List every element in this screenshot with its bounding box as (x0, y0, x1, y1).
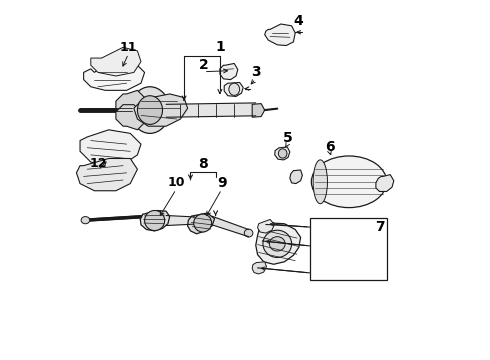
Ellipse shape (278, 149, 287, 158)
Text: 5: 5 (282, 131, 292, 145)
Polygon shape (134, 94, 188, 126)
Polygon shape (140, 211, 170, 231)
Text: 1: 1 (215, 40, 225, 54)
Text: 10: 10 (168, 176, 185, 189)
Polygon shape (220, 63, 238, 80)
Polygon shape (252, 104, 265, 117)
Text: 6: 6 (325, 140, 335, 154)
Polygon shape (212, 216, 248, 237)
Text: 4: 4 (293, 14, 303, 28)
Polygon shape (188, 213, 215, 234)
Polygon shape (76, 158, 137, 191)
Polygon shape (116, 90, 145, 116)
Text: 9: 9 (217, 176, 226, 190)
Polygon shape (258, 220, 274, 233)
Polygon shape (166, 103, 256, 117)
Polygon shape (224, 82, 243, 96)
Ellipse shape (130, 87, 170, 134)
Polygon shape (290, 170, 302, 184)
Polygon shape (275, 147, 290, 160)
Ellipse shape (145, 211, 165, 230)
Polygon shape (166, 216, 195, 226)
Bar (310, 218, 387, 280)
Text: 11: 11 (120, 41, 137, 54)
Ellipse shape (311, 156, 387, 208)
Polygon shape (376, 175, 394, 192)
Ellipse shape (270, 237, 285, 251)
Ellipse shape (81, 217, 90, 224)
Text: 8: 8 (198, 157, 208, 171)
Text: 12: 12 (89, 157, 107, 170)
Text: 7: 7 (375, 220, 384, 234)
Ellipse shape (137, 96, 163, 125)
Polygon shape (252, 262, 267, 274)
Polygon shape (116, 105, 145, 130)
Text: 2: 2 (199, 58, 209, 72)
Text: 3: 3 (251, 66, 261, 80)
Polygon shape (84, 58, 145, 90)
Polygon shape (80, 130, 141, 166)
Polygon shape (256, 223, 300, 264)
Ellipse shape (245, 229, 253, 237)
Polygon shape (265, 24, 295, 45)
Ellipse shape (229, 83, 240, 95)
Ellipse shape (263, 230, 292, 257)
Polygon shape (91, 47, 141, 76)
Ellipse shape (313, 160, 327, 204)
Ellipse shape (194, 214, 212, 232)
